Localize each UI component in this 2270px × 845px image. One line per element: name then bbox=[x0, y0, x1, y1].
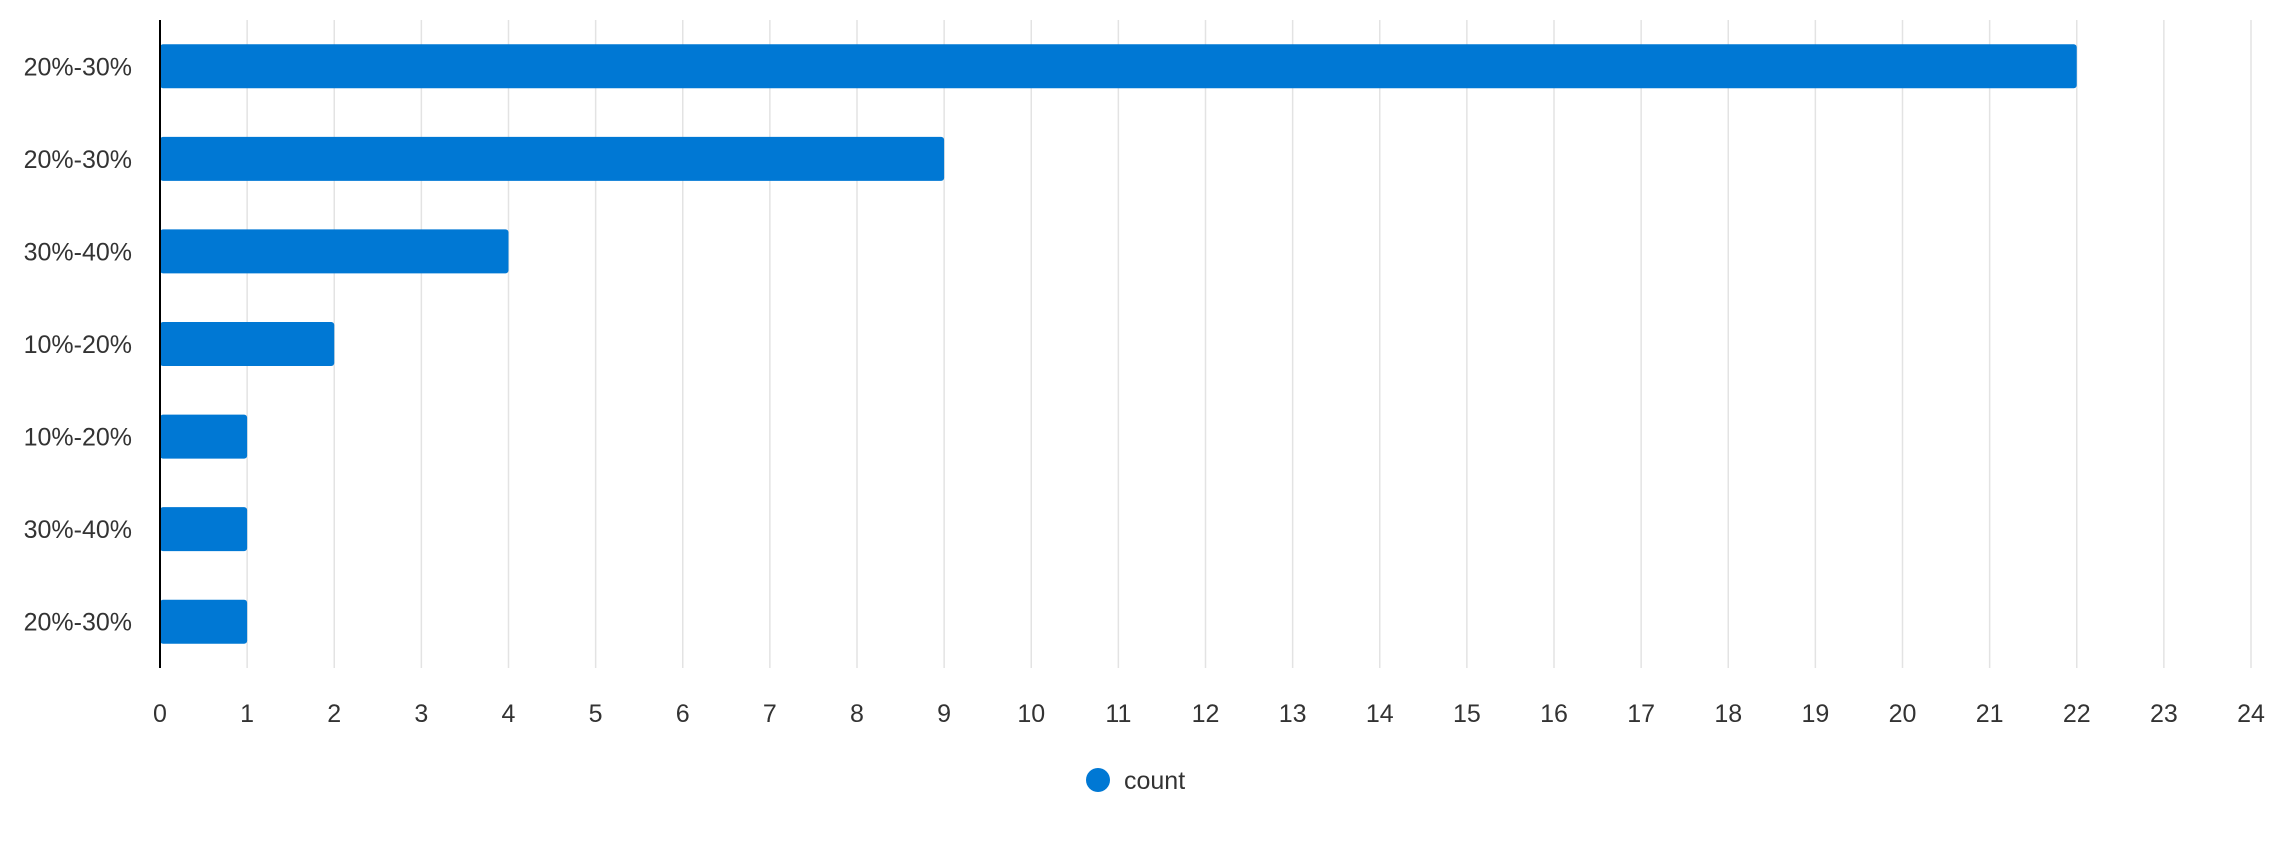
x-tick-label: 3 bbox=[414, 700, 428, 728]
x-tick-label: 10 bbox=[1017, 700, 1045, 728]
x-tick-label: 2 bbox=[327, 700, 341, 728]
x-tick-label: 8 bbox=[850, 700, 864, 728]
x-tick-label: 22 bbox=[2063, 700, 2091, 728]
bar-1[interactable] bbox=[160, 136, 945, 181]
x-tick-label: 7 bbox=[763, 700, 777, 728]
x-tick-label: 18 bbox=[1714, 700, 1742, 728]
y-tick-label: 10%-20% bbox=[24, 331, 132, 359]
legend-label-count[interactable]: count bbox=[1124, 767, 1185, 795]
legend[interactable]: count bbox=[1086, 767, 1185, 795]
x-tick-label: 6 bbox=[676, 700, 690, 728]
legend-swatch-count[interactable] bbox=[1086, 768, 1110, 792]
x-tick-label: 4 bbox=[502, 700, 516, 728]
bar-2[interactable] bbox=[160, 229, 509, 274]
bar-6[interactable] bbox=[160, 599, 248, 644]
x-tick-label: 11 bbox=[1105, 700, 1131, 728]
x-tick-label: 19 bbox=[1801, 700, 1829, 728]
x-tick-label: 0 bbox=[153, 700, 167, 728]
x-tick-label: 1 bbox=[240, 700, 254, 728]
x-tick-label: 5 bbox=[589, 700, 603, 728]
x-tick-label: 21 bbox=[1976, 700, 2004, 728]
y-tick-label: 20%-30% bbox=[24, 609, 132, 637]
grid-lines bbox=[246, 20, 2252, 668]
x-tick-label: 9 bbox=[937, 700, 951, 728]
x-tick-label: 13 bbox=[1279, 700, 1307, 728]
bars bbox=[160, 44, 2077, 644]
bar-4[interactable] bbox=[160, 414, 248, 459]
bar-5[interactable] bbox=[160, 507, 248, 552]
y-tick-label: 10%-20% bbox=[24, 424, 132, 452]
x-axis-tick-labels: 0 1 2 3 4 5 6 7 8 9 10 11 12 13 14 15 16 17 18 19 20 21 22 23 24 bbox=[153, 700, 2265, 728]
y-tick-label: 30%-40% bbox=[24, 238, 132, 266]
x-tick-label: 12 bbox=[1192, 700, 1220, 728]
x-tick-label: 17 bbox=[1627, 700, 1655, 728]
x-tick-label: 14 bbox=[1366, 700, 1394, 728]
x-tick-label: 20 bbox=[1889, 700, 1917, 728]
y-tick-label: 30%-40% bbox=[24, 516, 132, 544]
x-tick-label: 15 bbox=[1453, 700, 1481, 728]
bar-3[interactable] bbox=[160, 322, 335, 366]
y-axis-tick-labels: 20%-30% 20%-30% 30%-40% 10%-20% 10%-20% 30%-4… bbox=[24, 53, 132, 636]
y-tick-label: 20%-30% bbox=[24, 53, 132, 81]
x-tick-label: 24 bbox=[2237, 700, 2265, 728]
x-tick-label: 23 bbox=[2150, 700, 2178, 728]
bar-0[interactable] bbox=[160, 44, 2077, 89]
x-tick-label: 16 bbox=[1540, 700, 1568, 728]
y-tick-label: 20%-30% bbox=[24, 146, 132, 174]
